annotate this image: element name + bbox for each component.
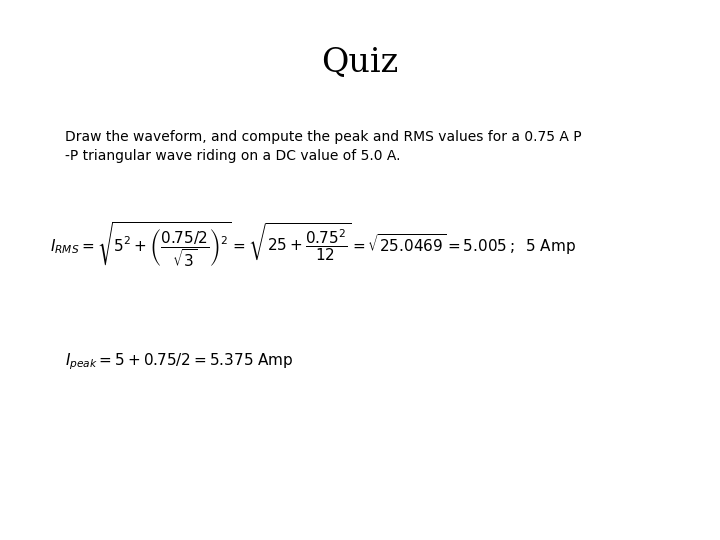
Text: Draw the waveform, and compute the peak and RMS values for a 0.75 A P
-P triangu: Draw the waveform, and compute the peak …	[65, 130, 582, 163]
Text: $I_{RMS} = \sqrt{5^2 + \left(\dfrac{0.75/2}{\sqrt{3}}\right)^2} = \sqrt{25 + \df: $I_{RMS} = \sqrt{5^2 + \left(\dfrac{0.75…	[50, 221, 577, 270]
Text: Quiz: Quiz	[321, 46, 399, 78]
Text: $I_{peak} = 5 + 0.75/2 = 5.375 \text{ Amp}$: $I_{peak} = 5 + 0.75/2 = 5.375 \text{ Am…	[65, 352, 294, 372]
